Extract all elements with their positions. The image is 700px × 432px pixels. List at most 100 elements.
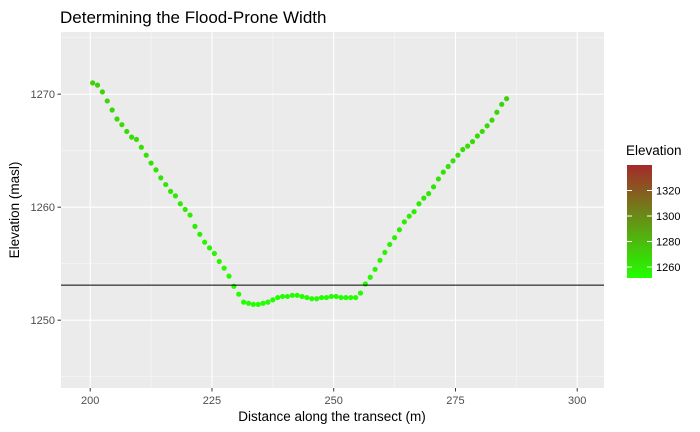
data-point (94, 82, 101, 88)
legend-title: Elevation (626, 143, 682, 158)
data-point (250, 301, 256, 307)
data-point (119, 122, 125, 128)
data-point (192, 223, 198, 229)
data-point (133, 136, 140, 142)
data-point (104, 98, 110, 104)
data-point (99, 89, 105, 95)
data-point (440, 169, 446, 175)
data-point (231, 283, 237, 289)
data-point (465, 143, 471, 149)
x-tick-label: 275 (446, 395, 464, 407)
data-point (216, 258, 222, 265)
data-point (357, 290, 364, 296)
data-point (202, 239, 208, 245)
data-point (275, 294, 281, 301)
x-axis-title: Distance along the transect (m) (238, 409, 426, 424)
data-point (314, 296, 320, 302)
data-point (430, 184, 437, 190)
data-point (445, 163, 451, 170)
data-point (494, 109, 500, 115)
data-point (138, 144, 144, 150)
data-point (328, 293, 334, 300)
x-tick-label: 300 (568, 395, 586, 407)
data-point (396, 227, 403, 233)
data-point (479, 128, 485, 135)
data-point (148, 160, 154, 166)
data-point (323, 294, 330, 301)
data-point (270, 297, 276, 303)
data-point (114, 116, 120, 122)
data-point (421, 195, 427, 201)
data-point (377, 257, 383, 263)
data-point (411, 209, 417, 215)
data-point (245, 300, 252, 306)
y-axis-title: Elevation (masl) (7, 162, 22, 259)
legend-tick-label: 1260 (656, 262, 680, 274)
data-point (206, 245, 213, 251)
data-point (499, 101, 505, 107)
data-point (362, 281, 368, 287)
data-point (172, 193, 179, 199)
data-point (309, 296, 315, 302)
x-tick-label: 250 (325, 395, 343, 407)
plot-panel (61, 32, 604, 388)
color-legend: Elevation 1260 1280 1300 1320 (626, 143, 682, 278)
major-gridlines (61, 32, 604, 388)
data-point (90, 80, 96, 86)
data-point (143, 152, 149, 158)
data-point (333, 293, 339, 300)
data-point (255, 301, 261, 307)
data-point (211, 250, 218, 257)
y-tick-label: 1270 (31, 89, 55, 101)
data-point (109, 107, 115, 113)
data-point (504, 96, 510, 102)
y-axis-ticks: 1250 1260 1270 (31, 89, 61, 327)
data-point (177, 201, 183, 207)
data-point (158, 175, 164, 181)
data-point (416, 201, 422, 207)
data-point (299, 293, 305, 300)
data-point (279, 293, 286, 300)
data-point (226, 273, 232, 279)
data-point (343, 294, 349, 301)
data-point (435, 176, 442, 182)
data-point (474, 133, 480, 139)
data-point (187, 212, 193, 218)
minor-gridlines (61, 32, 604, 388)
data-point (353, 294, 359, 301)
y-tick-label: 1260 (31, 202, 55, 214)
data-point (489, 117, 495, 123)
x-tick-label: 200 (81, 395, 99, 407)
legend-color-bar (627, 165, 652, 278)
data-point (265, 299, 271, 305)
data-point (197, 231, 203, 237)
data-point (348, 294, 354, 301)
y-tick-label: 1250 (31, 315, 55, 327)
data-point (163, 181, 169, 188)
chart-title: Determining the Flood-Prone Width (60, 8, 326, 27)
legend-tick-label: 1280 (656, 237, 680, 249)
data-point (294, 292, 300, 298)
data-point (382, 249, 388, 255)
data-point (469, 139, 476, 145)
data-point (450, 158, 456, 164)
legend-ticks: 1260 1280 1300 1320 (627, 186, 680, 274)
data-point (167, 188, 174, 194)
legend-tick-label: 1320 (656, 186, 680, 198)
x-axis-ticks: 200 225 250 275 300 (81, 388, 586, 407)
data-point (289, 292, 295, 298)
data-point (241, 299, 247, 305)
x-tick-label: 225 (203, 395, 221, 407)
data-point (284, 293, 291, 300)
data-point (406, 213, 412, 219)
data-point (391, 235, 398, 241)
data-point (455, 152, 461, 158)
data-point (318, 294, 325, 301)
legend-tick-label: 1300 (656, 211, 680, 223)
data-point (367, 274, 373, 280)
data-point (372, 266, 378, 272)
data-point (236, 291, 242, 297)
data-point (338, 294, 344, 301)
data-point (182, 206, 188, 213)
